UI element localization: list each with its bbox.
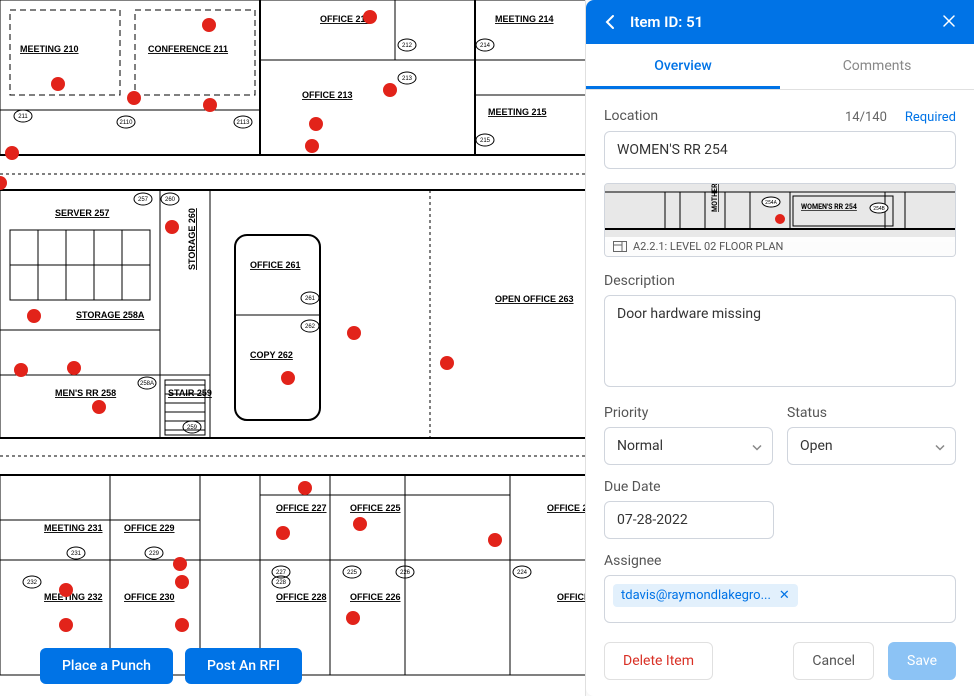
save-button[interactable]: Save	[888, 642, 956, 680]
svg-text:214: 214	[480, 43, 491, 49]
svg-text:OFFICE 229: OFFICE 229	[124, 523, 175, 533]
svg-text:257: 257	[138, 197, 149, 203]
panel-footer: Delete Item Cancel Save	[586, 628, 974, 696]
svg-text:MOTHER'S R: MOTHER'S R	[711, 184, 719, 212]
svg-text:OFFICE 261: OFFICE 261	[250, 260, 301, 270]
assignee-chip: tdavis@raymondlakegro... ✕	[613, 584, 798, 607]
remove-assignee-button[interactable]: ✕	[779, 588, 790, 603]
due-date-input[interactable]	[604, 501, 774, 539]
svg-text:260: 260	[165, 197, 176, 203]
svg-text:225: 225	[347, 570, 358, 576]
svg-text:215: 215	[480, 138, 491, 144]
item-detail-panel: Item ID: 51 Overview Comments Location 1…	[586, 0, 974, 696]
tabs: Overview Comments	[586, 44, 974, 90]
description-label: Description	[604, 273, 956, 289]
svg-text:254B: 254B	[873, 206, 885, 212]
svg-text:259: 259	[187, 425, 198, 431]
floor-plan-svg: MEETING 210 CONFERENCE 211 OFFICE 212 MEETI…	[0, 0, 586, 696]
delete-item-button[interactable]: Delete Item	[604, 642, 713, 680]
location-required: Required	[905, 110, 956, 125]
svg-text:213: 213	[402, 76, 413, 82]
svg-text:2113: 2113	[237, 120, 251, 126]
svg-text:MEETING 215: MEETING 215	[488, 107, 547, 117]
svg-text:OFFICE 230: OFFICE 230	[124, 592, 175, 602]
close-icon	[942, 14, 956, 28]
svg-text:229: 229	[149, 551, 160, 557]
svg-text:212: 212	[402, 43, 413, 49]
svg-text:MEETING 232: MEETING 232	[44, 592, 103, 602]
svg-text:2110: 2110	[120, 120, 134, 126]
map-caption: A2.2.1: LEVEL 02 FLOOR PLAN	[605, 237, 955, 256]
assignee-label: Assignee	[604, 553, 956, 569]
svg-text:OPEN OFFICE 263: OPEN OFFICE 263	[495, 294, 574, 304]
svg-text:254A: 254A	[765, 200, 777, 206]
svg-text:OFFICE 212: OFFICE 212	[320, 14, 371, 24]
svg-text:STORAGE 258A: STORAGE 258A	[76, 310, 145, 320]
svg-text:258A: 258A	[140, 381, 154, 387]
location-map-snippet[interactable]: MOTHER'S R WOMEN'S RR 254 254A 254B A2.2.1:…	[604, 183, 956, 257]
svg-text:OFFICE 228: OFFICE 228	[276, 592, 327, 602]
description-input[interactable]: Door hardware missing	[604, 295, 956, 387]
svg-text:262: 262	[305, 324, 316, 330]
tab-overview[interactable]: Overview	[586, 44, 780, 89]
floor-plan-area[interactable]: MEETING 210 CONFERENCE 211 OFFICE 212 MEETI…	[0, 0, 586, 696]
blueprint-icon	[613, 241, 627, 252]
svg-text:CONFERENCE 211: CONFERENCE 211	[148, 44, 228, 54]
svg-text:OFFICE 225: OFFICE 225	[350, 503, 401, 513]
svg-text:COPY 262: COPY 262	[250, 350, 293, 360]
svg-text:OFFICE 226: OFFICE 226	[350, 592, 401, 602]
tab-comments[interactable]: Comments	[780, 44, 974, 89]
map-caption-text: A2.2.1: LEVEL 02 FLOOR PLAN	[633, 240, 783, 253]
due-date-label: Due Date	[604, 479, 956, 495]
svg-text:OFFICE 213: OFFICE 213	[302, 90, 353, 100]
priority-select[interactable]	[604, 427, 773, 465]
location-label: Location	[604, 108, 658, 124]
svg-text:226: 226	[400, 570, 411, 576]
cancel-button[interactable]: Cancel	[793, 642, 874, 680]
assignee-chip-text: tdavis@raymondlakegro...	[621, 588, 771, 603]
svg-text:OFFICE 22: OFFICE 22	[547, 503, 586, 513]
panel-body: Location 14/140 Required MOTHER'S R WOMEN…	[586, 90, 974, 628]
svg-text:MEETING 214: MEETING 214	[495, 14, 554, 24]
svg-text:261: 261	[305, 296, 316, 302]
svg-text:224: 224	[517, 570, 528, 576]
svg-text:211: 211	[18, 114, 28, 120]
location-input[interactable]	[604, 131, 956, 169]
location-counter: 14/140	[845, 110, 887, 125]
status-select[interactable]	[787, 427, 956, 465]
place-punch-button[interactable]: Place a Punch	[40, 648, 173, 684]
post-rfi-button[interactable]: Post An RFI	[185, 648, 302, 684]
panel-header: Item ID: 51	[586, 0, 974, 44]
svg-text:SERVER 257: SERVER 257	[55, 208, 109, 218]
svg-text:232: 232	[27, 580, 38, 586]
svg-text:STORAGE 260: STORAGE 260	[187, 208, 197, 270]
svg-text:MEETING 210: MEETING 210	[20, 44, 79, 54]
priority-label: Priority	[604, 405, 773, 421]
close-button[interactable]	[938, 8, 960, 37]
svg-text:WOMEN'S RR 254: WOMEN'S RR 254	[801, 203, 857, 211]
svg-text:STAIR 259: STAIR 259	[168, 388, 212, 398]
svg-text:231: 231	[71, 551, 82, 557]
svg-text:MEETING 231: MEETING 231	[44, 523, 103, 533]
panel-title: Item ID: 51	[630, 13, 938, 31]
assignee-input[interactable]: tdavis@raymondlakegro... ✕	[604, 575, 956, 623]
svg-text:OFFICE 227: OFFICE 227	[276, 503, 327, 513]
svg-text:MEN'S RR 258: MEN'S RR 258	[55, 388, 116, 398]
chevron-left-icon	[604, 14, 616, 30]
status-label: Status	[787, 405, 956, 421]
svg-text:228: 228	[276, 580, 287, 586]
svg-text:OFFICE: OFFICE	[557, 592, 586, 602]
back-button[interactable]	[600, 10, 620, 34]
svg-text:227: 227	[276, 570, 287, 576]
